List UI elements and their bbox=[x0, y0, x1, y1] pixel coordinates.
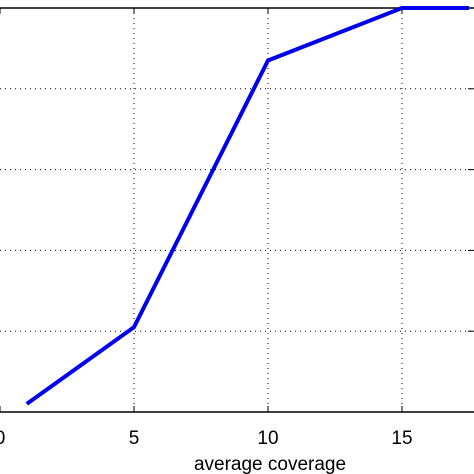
series-line bbox=[25, 6, 469, 406]
x-axis-title: average coverage bbox=[194, 454, 346, 474]
axes-frame bbox=[0, 7, 474, 413]
x-tick-label: 10 bbox=[257, 428, 278, 449]
series-layer bbox=[25, 6, 469, 406]
x-tick-label: 15 bbox=[391, 428, 412, 449]
grid-lines bbox=[0, 8, 474, 412]
tick-labels: 0 5 10 15 bbox=[0, 428, 413, 449]
x-tick-label: 0 bbox=[0, 428, 5, 449]
x-tick-label: 5 bbox=[129, 428, 140, 449]
